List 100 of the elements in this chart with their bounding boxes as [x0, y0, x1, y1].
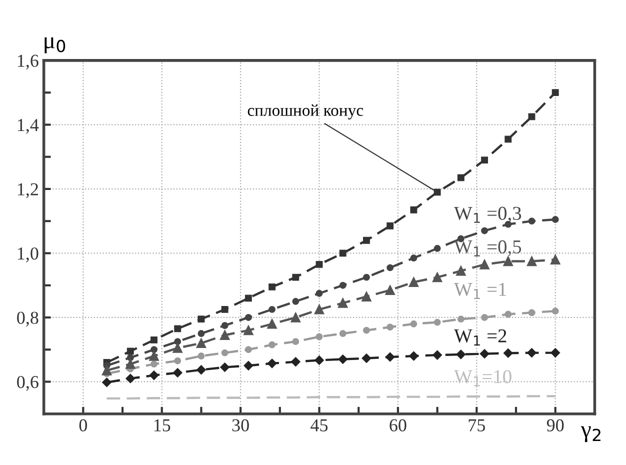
point	[196, 365, 206, 374]
point	[292, 338, 300, 346]
point	[267, 319, 277, 329]
point	[126, 359, 136, 369]
point	[385, 285, 395, 296]
point	[457, 316, 464, 323]
point	[292, 274, 300, 281]
point	[362, 292, 372, 302]
point	[363, 326, 370, 334]
point	[338, 354, 348, 364]
point	[408, 277, 419, 287]
point	[481, 314, 488, 321]
point	[481, 227, 488, 234]
x-tick-label: 30	[232, 419, 249, 432]
point	[339, 282, 346, 289]
point	[480, 260, 490, 270]
point	[292, 298, 300, 305]
point	[528, 309, 536, 316]
point	[386, 264, 394, 272]
point	[528, 113, 536, 120]
y-tick-label: 1,2	[18, 183, 38, 198]
point	[409, 351, 418, 361]
point	[196, 338, 206, 348]
point	[149, 370, 159, 380]
point	[198, 352, 205, 360]
y-tick-label: 0,8	[17, 312, 38, 327]
point	[386, 222, 394, 230]
point	[432, 272, 442, 282]
series-label: W$_{1}$ =1	[454, 282, 506, 299]
point	[504, 310, 512, 318]
point	[126, 354, 134, 362]
point	[267, 358, 277, 368]
point	[102, 378, 112, 387]
point	[410, 320, 418, 328]
series-label: W$_{1}$ =0,5	[454, 240, 522, 256]
point	[244, 294, 252, 302]
point	[386, 324, 394, 331]
point	[244, 325, 254, 336]
point	[316, 333, 323, 340]
point	[363, 236, 370, 244]
point	[244, 361, 254, 370]
point	[456, 350, 466, 360]
point	[363, 274, 370, 281]
point	[410, 254, 418, 262]
point	[410, 206, 418, 214]
x-tick-label: 15	[154, 419, 170, 432]
x-tick-label: 45	[310, 419, 328, 432]
series-label: W$_{1}$ =2	[454, 329, 506, 346]
point	[244, 314, 252, 321]
point	[150, 336, 158, 344]
point	[244, 346, 252, 354]
point	[550, 254, 560, 264]
point	[457, 174, 464, 182]
point	[220, 330, 230, 340]
point	[316, 260, 323, 268]
point	[362, 354, 372, 363]
point	[221, 349, 228, 356]
point	[126, 348, 134, 355]
point	[552, 216, 559, 223]
point	[456, 266, 466, 276]
point	[221, 322, 228, 329]
point	[432, 350, 442, 360]
point	[314, 356, 324, 365]
y-tick-label: 1,4	[18, 119, 39, 134]
series-label: W$_{1}$=10	[454, 370, 512, 386]
point	[220, 362, 230, 372]
point	[434, 188, 441, 196]
point	[150, 360, 158, 368]
point	[172, 343, 182, 353]
point	[268, 283, 276, 290]
x-tick-label: 90	[546, 419, 564, 432]
point	[172, 368, 182, 378]
x-tick-label: 0	[79, 419, 87, 432]
point	[503, 256, 513, 266]
point	[481, 156, 488, 164]
point	[314, 304, 324, 314]
point	[434, 318, 441, 326]
point	[174, 325, 182, 332]
point	[174, 338, 182, 346]
point	[526, 256, 537, 266]
point	[338, 298, 348, 308]
point	[480, 349, 490, 358]
x-tick-label: 60	[390, 419, 406, 432]
x-tick-label: 75	[468, 419, 485, 432]
y-tick-label: 0,6	[17, 376, 38, 391]
point	[528, 218, 536, 225]
point	[290, 312, 301, 322]
point	[552, 308, 559, 315]
point	[198, 330, 205, 338]
point	[174, 357, 182, 364]
point	[150, 346, 158, 354]
point	[126, 374, 136, 384]
y-tick-label: 1,6	[18, 54, 38, 70]
y-axis-title: μ$_{0}$	[44, 37, 66, 54]
point	[504, 136, 512, 143]
point	[268, 341, 276, 348]
point	[339, 250, 346, 257]
point	[385, 352, 395, 362]
point	[291, 357, 300, 366]
point	[221, 306, 228, 313]
